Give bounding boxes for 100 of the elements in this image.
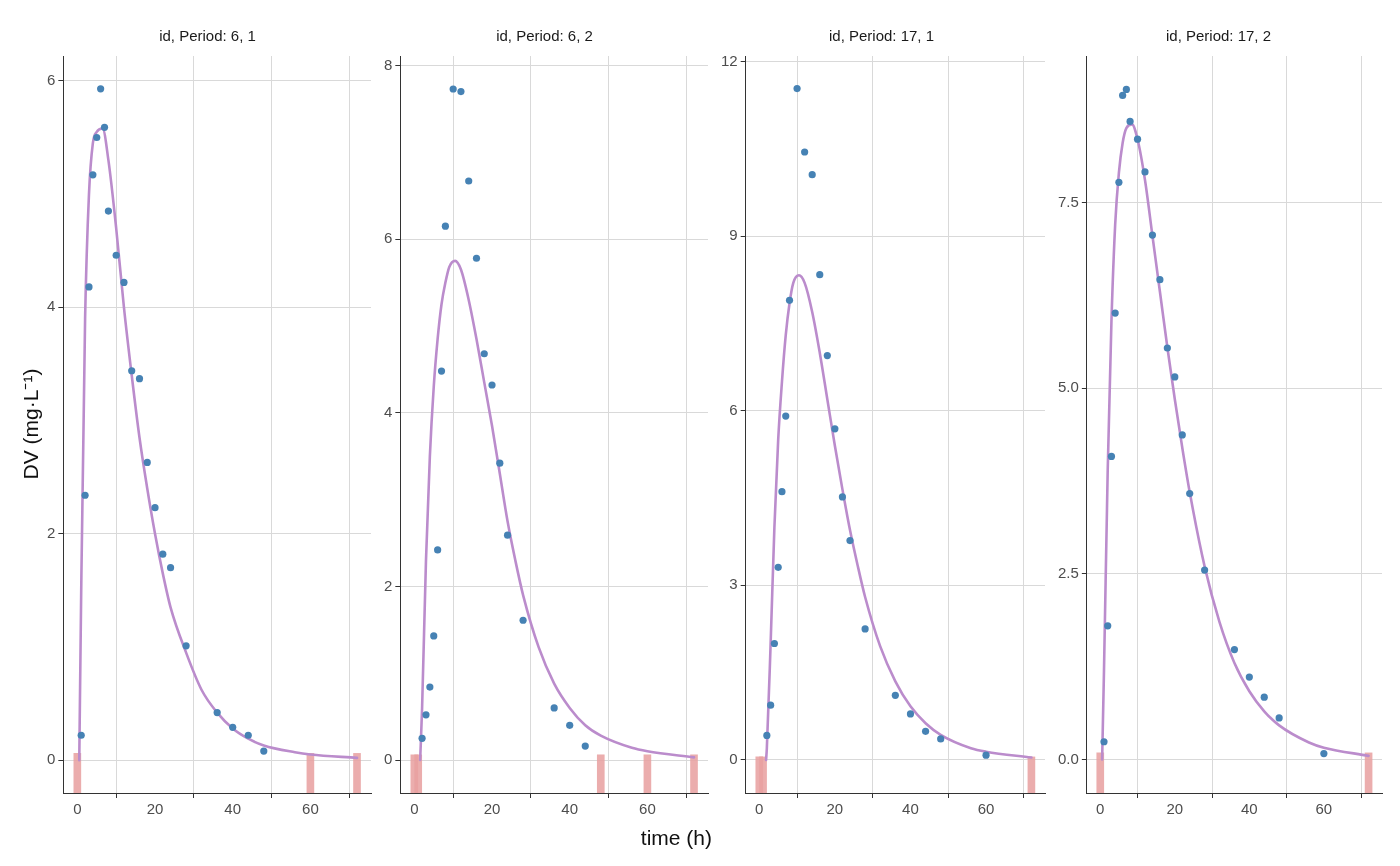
point (449, 85, 457, 93)
point (151, 504, 159, 512)
x-tick-label: 20 (1166, 800, 1184, 818)
point (816, 271, 824, 279)
y-tick-label: 12 (721, 51, 738, 69)
point (1133, 135, 1142, 143)
point (1119, 91, 1127, 99)
y-tick-label: 4 (47, 297, 56, 315)
chart-title: id, Period: 6, 1 (159, 27, 256, 45)
point (1104, 622, 1112, 630)
point (434, 546, 442, 554)
point (1156, 276, 1164, 284)
line-series (764, 274, 1033, 762)
x-tick-label: 0 (1096, 800, 1105, 818)
point (472, 254, 481, 262)
point (85, 283, 93, 291)
x-tick-label: 40 (1240, 800, 1258, 818)
point (519, 616, 527, 624)
point (441, 222, 449, 230)
point (97, 85, 105, 93)
point (1148, 231, 1157, 239)
point (566, 721, 574, 729)
point (891, 691, 899, 699)
y-tick-label: 4 (384, 402, 393, 420)
point (831, 425, 839, 433)
point (1107, 452, 1116, 461)
y-tick-label: 8 (384, 55, 393, 73)
x-tick-label: 20 (483, 800, 501, 818)
point (1100, 738, 1108, 746)
point (426, 683, 434, 691)
point (793, 84, 801, 93)
point (1260, 693, 1268, 701)
y-tick-label: 2.5 (1057, 563, 1079, 581)
x-tick-label: 40 (224, 800, 242, 818)
point (465, 177, 473, 185)
x-tick-label: 0 (410, 800, 419, 818)
point (1126, 117, 1134, 125)
point (418, 734, 426, 742)
point (1230, 646, 1239, 654)
point (81, 491, 89, 499)
x-tick-label: 60 (302, 800, 319, 818)
point (801, 148, 809, 156)
point (1163, 344, 1171, 352)
point (774, 563, 782, 571)
point (93, 133, 101, 142)
x-tick-label: 0 (755, 800, 764, 818)
point (430, 632, 438, 640)
chart-title: id, Period: 6, 2 (496, 27, 593, 45)
x-tick-label: 0 (73, 800, 82, 818)
point (260, 747, 268, 755)
point (112, 251, 120, 259)
line-series (418, 259, 696, 762)
x-axis-title: time (h) (640, 826, 712, 850)
point (1201, 566, 1209, 574)
point (1320, 750, 1328, 758)
point (846, 536, 854, 545)
x-tick-label: 60 (1315, 800, 1333, 818)
point (1141, 168, 1149, 176)
point (135, 375, 144, 383)
point (1115, 178, 1123, 186)
y-tick-label: 0.0 (1057, 749, 1079, 767)
point (1122, 85, 1130, 94)
y-tick-label: 9 (729, 226, 738, 244)
point (1171, 373, 1179, 381)
y-tick-label: 2 (47, 523, 56, 541)
point (1178, 431, 1186, 439)
point (785, 296, 794, 304)
y-tick-label: 7.5 (1057, 192, 1079, 210)
point (128, 367, 136, 375)
point (770, 639, 779, 648)
point (823, 351, 831, 360)
point (906, 710, 915, 718)
point (921, 727, 930, 735)
point (104, 207, 112, 215)
y-axis-title: DV (mg·L⁻¹) (18, 367, 43, 482)
point (229, 723, 237, 731)
point (763, 731, 771, 740)
point (77, 731, 85, 739)
y-tick-label: 0 (47, 750, 56, 768)
point (244, 731, 252, 739)
y-tick-label: 0 (384, 750, 393, 768)
point (838, 493, 847, 501)
point (982, 751, 990, 759)
y-tick-label: 6 (729, 400, 738, 418)
y-tick-label: 2 (384, 576, 393, 594)
point (480, 350, 488, 358)
point (213, 709, 221, 717)
y-tick-label: 3 (729, 575, 738, 593)
point (159, 550, 167, 558)
point (861, 625, 869, 633)
x-tick-label: 40 (561, 800, 579, 818)
y-tick-label: 6 (384, 229, 393, 247)
y-tick-label: 0 (729, 749, 738, 767)
point (496, 459, 504, 467)
point (767, 701, 775, 709)
y-tick-label: 6 (47, 71, 56, 89)
point (581, 742, 589, 750)
x-tick-label: 60 (977, 800, 995, 818)
point (778, 488, 786, 496)
x-tick-label: 40 (902, 800, 919, 818)
